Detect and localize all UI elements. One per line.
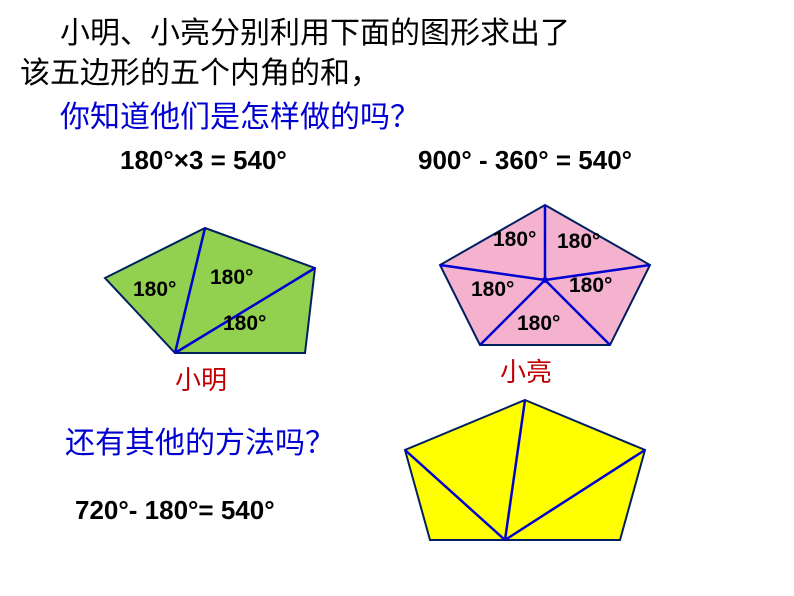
pink-angle-3: 180° bbox=[471, 278, 514, 302]
label-xiaoming: 小明 bbox=[175, 360, 227, 397]
pink-angle-5: 180° bbox=[517, 312, 560, 336]
pink-center-dot bbox=[542, 277, 548, 283]
green-angle-2: 180° bbox=[210, 266, 253, 290]
green-pentagon-svg bbox=[95, 218, 335, 368]
green-angle-1: 180° bbox=[133, 278, 176, 302]
equation-left: 180°×3 = 540° bbox=[120, 145, 287, 176]
yellow-pentagon-svg bbox=[395, 395, 665, 555]
question-blue-2: 还有其他的方法吗？ bbox=[35, 418, 335, 462]
intro-line-2: 该五边形的五个内角的和， bbox=[20, 48, 380, 92]
pink-angle-4: 180° bbox=[569, 274, 612, 298]
equation-bottom: 720°- 180°= 540° bbox=[75, 495, 275, 526]
equation-right: 900° - 360° = 540° bbox=[418, 145, 632, 176]
pink-angle-2: 180° bbox=[557, 230, 600, 254]
intro-line-1: 小明、小亮分别利用下面的图形求出了 bbox=[0, 8, 570, 52]
question-blue-1: 你知道他们是怎样做的吗？ bbox=[0, 92, 420, 136]
pink-pentagon-svg bbox=[435, 200, 665, 360]
pink-pentagon-container: 180° 180° 180° 180° 180° bbox=[435, 200, 665, 360]
yellow-pentagon-container bbox=[395, 395, 665, 555]
pink-angle-1: 180° bbox=[493, 228, 536, 252]
yellow-pentagon bbox=[405, 400, 645, 540]
green-pentagon-container: 180° 180° 180° bbox=[95, 218, 335, 368]
green-angle-3: 180° bbox=[223, 312, 266, 336]
label-xiaoliang: 小亮 bbox=[500, 352, 552, 389]
